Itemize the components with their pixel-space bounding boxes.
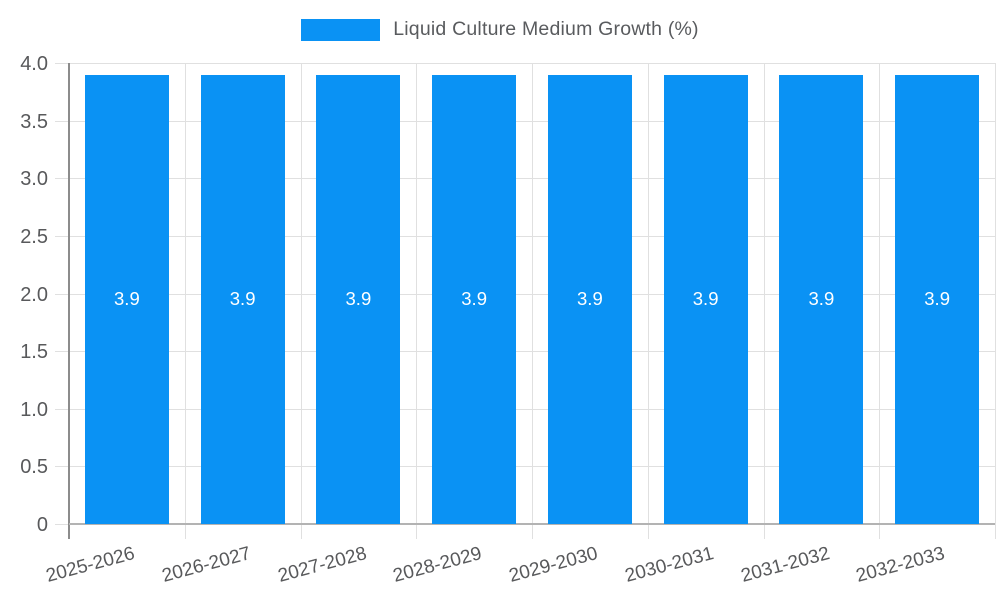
bar-value-label: 3.9 xyxy=(229,288,256,310)
bar-value-label: 3.9 xyxy=(924,288,950,310)
x-axis-tick-label: 2027-2028 xyxy=(275,543,369,587)
x-gridline xyxy=(184,63,186,524)
x-axis-tick-label: 2026-2027 xyxy=(159,543,253,587)
y-tick-mark xyxy=(55,178,69,180)
y-tick-mark xyxy=(55,408,69,410)
chart-legend[interactable]: Liquid Culture Medium Growth (%) xyxy=(0,18,1000,41)
bar-2030-2031 xyxy=(663,74,748,524)
bar-value-label: 3.9 xyxy=(461,288,487,310)
y-tick-mark xyxy=(55,63,69,64)
x-tick-mark xyxy=(763,524,765,539)
x-tick-mark xyxy=(647,524,649,539)
x-gridline xyxy=(995,63,996,524)
y-axis-tick-label: 3.0 xyxy=(20,168,48,191)
bar-value-label: 3.9 xyxy=(345,288,372,310)
bar-2026-2027 xyxy=(200,74,285,524)
x-tick-mark xyxy=(416,524,418,539)
x-tick-mark xyxy=(532,524,533,539)
x-tick-mark xyxy=(995,524,996,539)
legend-color-swatch xyxy=(301,18,381,41)
y-tick-mark xyxy=(55,466,69,468)
y-axis-tick-label: 0.5 xyxy=(20,456,48,479)
y-tick-mark xyxy=(55,524,69,525)
x-axis-tick-label: 2032-2033 xyxy=(854,543,948,587)
y-tick-mark xyxy=(55,120,69,122)
x-tick-mark xyxy=(300,524,302,539)
y-axis-tick-label: 2.0 xyxy=(20,283,48,306)
bar-value-label: 3.9 xyxy=(808,288,835,310)
x-gridline xyxy=(300,63,302,524)
x-axis-tick-label: 2029-2030 xyxy=(506,543,601,587)
bar-value-label: 3.9 xyxy=(114,288,140,310)
y-axis-tick-label: 1.5 xyxy=(20,341,48,364)
bar-2032-2033 xyxy=(895,74,980,524)
x-axis-line xyxy=(69,523,995,525)
x-gridline xyxy=(532,63,533,524)
bar-2027-2028 xyxy=(316,74,401,524)
legend-series-label: Liquid Culture Medium Growth (%) xyxy=(393,18,699,40)
x-gridline xyxy=(416,63,418,524)
x-axis-tick-label: 2031-2032 xyxy=(738,543,832,587)
y-axis-tick-label: 2.5 xyxy=(20,225,48,248)
bar-2028-2029 xyxy=(432,74,517,524)
x-gridline xyxy=(879,63,881,524)
bar-value-label: 3.9 xyxy=(577,288,603,310)
x-tick-mark xyxy=(184,524,186,539)
x-axis-tick-label: 2028-2029 xyxy=(391,543,485,587)
y-tick-mark xyxy=(55,293,69,295)
x-gridline xyxy=(647,63,649,524)
x-axis-tick-label: 2025-2026 xyxy=(43,543,138,587)
x-gridline xyxy=(763,63,765,524)
y-axis-tick-label: 0 xyxy=(36,514,48,536)
x-axis-tick-label: 2030-2031 xyxy=(622,543,716,587)
bar-2029-2030 xyxy=(547,74,632,524)
y-axis-tick-label: 3.5 xyxy=(20,110,48,133)
y-tick-mark xyxy=(55,235,69,237)
x-tick-mark xyxy=(879,524,881,539)
bar-2025-2026 xyxy=(84,74,169,524)
y-tick-mark xyxy=(55,351,69,353)
y-axis-tick-label: 4.0 xyxy=(20,53,48,75)
y-axis-tick-label: 1.0 xyxy=(20,398,48,421)
plot-area: 0 0.5 1.0 1.5 2.0 2.5 3.0 3.5 4.0 3.9 2025-2026 3.9… xyxy=(20,54,996,587)
bar-2031-2032 xyxy=(779,74,864,524)
y-axis-line xyxy=(68,63,70,539)
bar-value-label: 3.9 xyxy=(692,288,719,310)
